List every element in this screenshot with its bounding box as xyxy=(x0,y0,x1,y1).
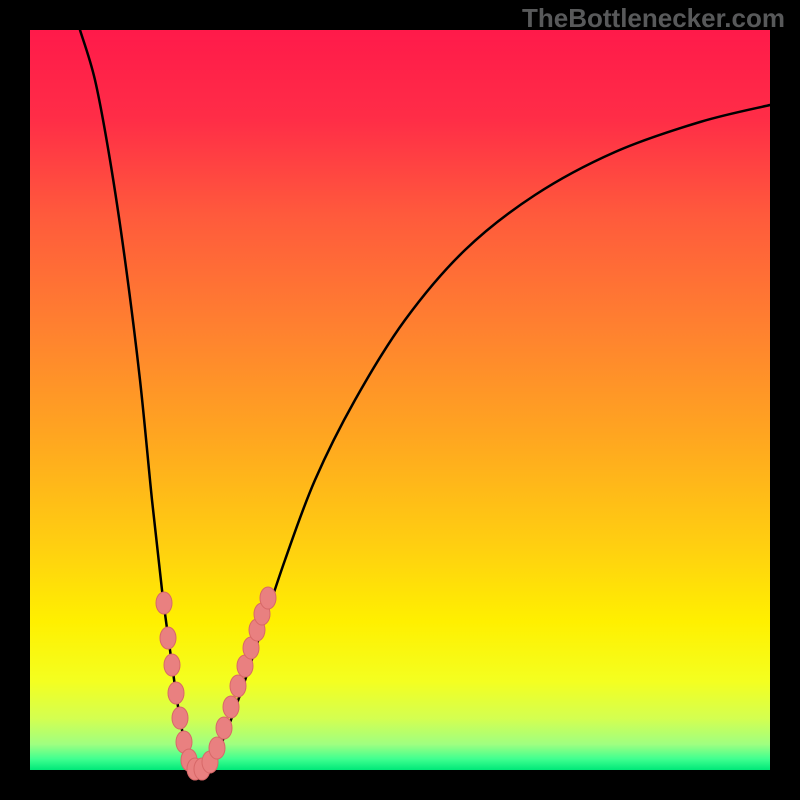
data-marker xyxy=(260,587,276,609)
data-marker xyxy=(168,682,184,704)
chart-container: TheBottlenecker.com xyxy=(0,0,800,800)
watermark-text: TheBottlenecker.com xyxy=(522,3,785,34)
data-marker xyxy=(223,696,239,718)
data-marker xyxy=(156,592,172,614)
data-marker xyxy=(160,627,176,649)
data-marker xyxy=(164,654,180,676)
bottleneck-chart xyxy=(0,0,800,800)
data-marker xyxy=(172,707,188,729)
data-marker xyxy=(216,717,232,739)
data-marker xyxy=(230,675,246,697)
data-marker xyxy=(209,737,225,759)
